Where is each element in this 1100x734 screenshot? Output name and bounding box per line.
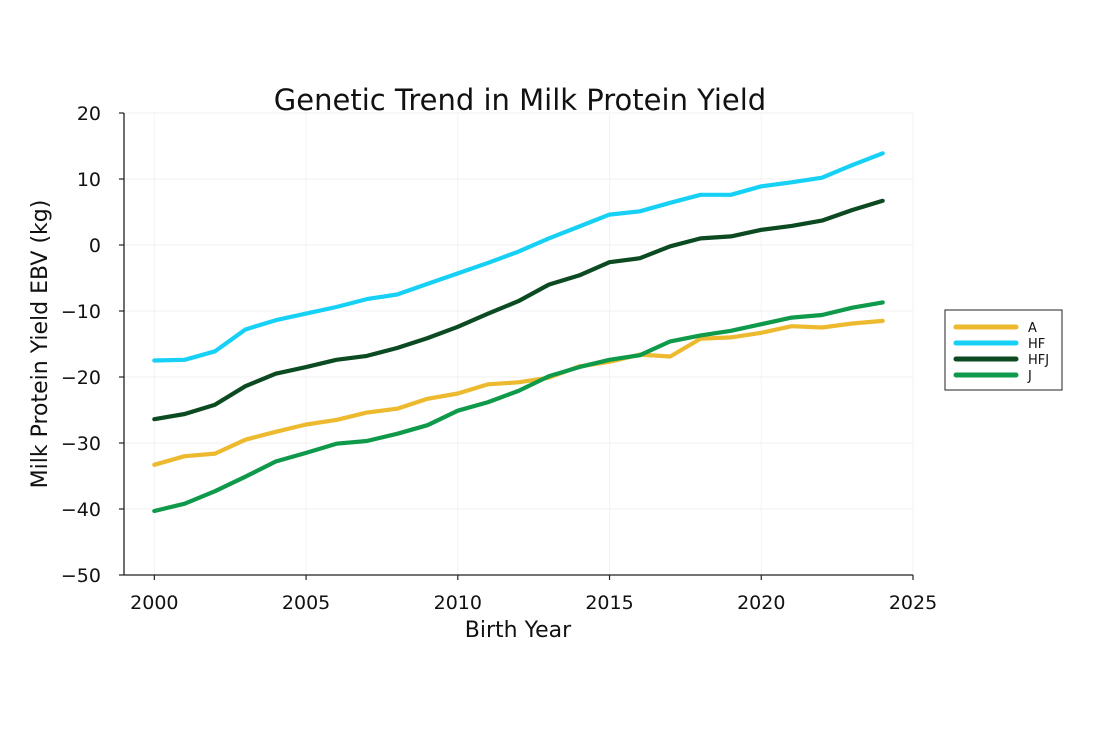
y-tick-label: 10 [77, 169, 101, 191]
x-tick-label: 2025 [889, 592, 937, 614]
axes [123, 113, 913, 576]
x-tick-label: 2005 [282, 592, 330, 614]
legend-label-a: A [1028, 321, 1037, 336]
y-tick-label: −40 [61, 499, 101, 521]
x-tick-label: 2000 [130, 592, 178, 614]
y-tick-label: −20 [61, 367, 101, 389]
y-tick-label: −10 [61, 301, 101, 323]
y-axis-ticks: 20 10 0 −10 −20 −30 −40 −50 [61, 103, 124, 587]
legend-label-hfj: HFJ [1028, 353, 1049, 368]
series-line-hfj [152, 198, 885, 422]
x-tick-label: 2020 [737, 592, 785, 614]
legend-label-j: J [1027, 369, 1032, 384]
grid-lines [124, 112, 914, 575]
y-tick-label: 0 [89, 235, 101, 257]
y-tick-label: −30 [61, 433, 101, 455]
y-tick-label: −50 [61, 565, 101, 587]
x-tick-label: 2010 [434, 592, 482, 614]
series-line-j [152, 300, 885, 514]
chart-title: Genetic Trend in Milk Protein Yield [274, 83, 766, 117]
x-axis-ticks: 2000 2005 2010 2015 2020 2025 [130, 575, 937, 614]
x-axis-title: Birth Year [465, 618, 572, 643]
y-tick-label: 20 [77, 103, 101, 125]
series-lines [152, 151, 885, 514]
x-tick-label: 2015 [585, 592, 633, 614]
y-axis-title: Milk Protein Yield EBV (kg) [28, 200, 53, 489]
series-line-hf [152, 151, 885, 363]
series-line-a [152, 318, 885, 467]
legend-label-hf: HF [1028, 337, 1045, 352]
